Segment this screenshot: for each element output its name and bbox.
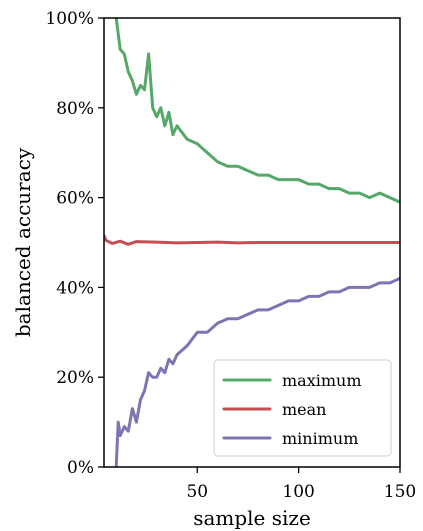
y-tick-label: 20% — [56, 368, 94, 388]
legend-label-mean: mean — [282, 400, 326, 419]
x-tick-label: 100 — [282, 482, 314, 502]
y-tick-label: 60% — [56, 189, 94, 209]
y-tick-label: 40% — [56, 278, 94, 298]
legend-box — [213, 359, 392, 457]
series-group — [104, 18, 400, 467]
x-tick-label: 150 — [384, 482, 416, 502]
plot-area — [104, 18, 400, 467]
y-tick-label: 80% — [56, 99, 94, 119]
y-tick-label: 100% — [45, 9, 94, 29]
series-line-mean — [104, 234, 400, 246]
axes-frame — [103, 17, 401, 468]
legend-label-maximum: maximum — [282, 371, 362, 390]
series-line-maximum — [114, 18, 400, 204]
x-axis-label: sample size — [193, 506, 311, 530]
y-tick-label: 0% — [67, 458, 94, 478]
legend-label-minimum: minimum — [282, 429, 358, 448]
axes: 0% 20% 40% 60% 80% 100% 50 100 150 sample size bal… — [11, 9, 416, 530]
x-tick-label: 50 — [186, 482, 208, 502]
legend: maximum mean minimum — [213, 359, 392, 457]
series-line-minimum — [114, 276, 400, 467]
y-axis-label: balanced accuracy — [11, 147, 35, 337]
